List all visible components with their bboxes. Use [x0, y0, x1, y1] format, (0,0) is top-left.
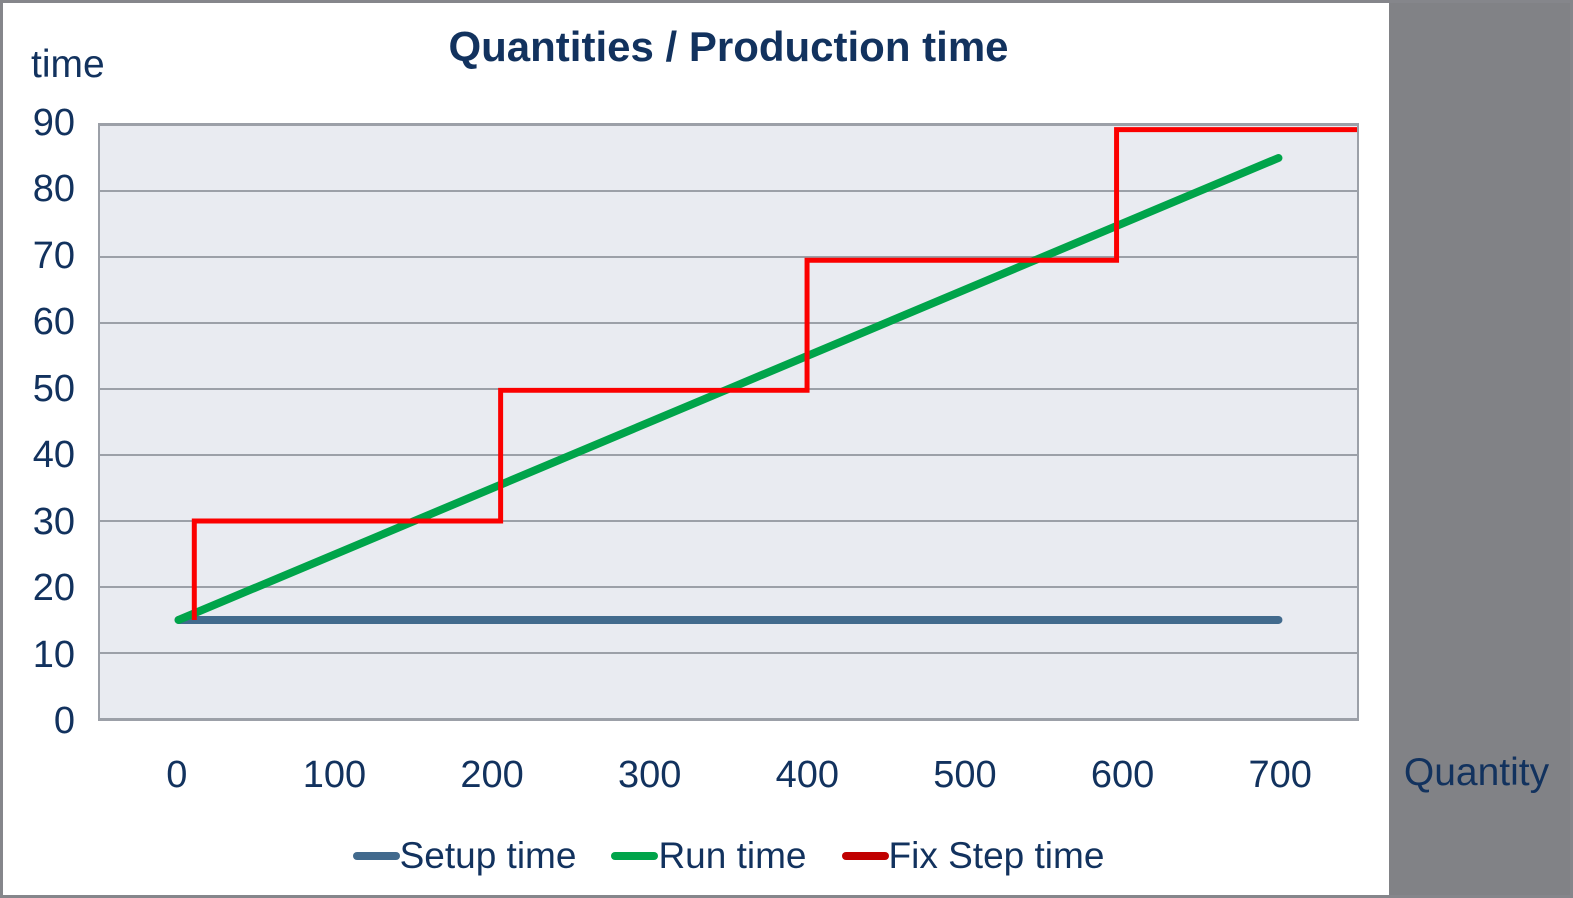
- x-tick-label-300: 300: [617, 754, 682, 796]
- x-tick-label-0: 0: [166, 754, 188, 796]
- legend-item-fix-step-time: Fix Step time: [841, 835, 1105, 877]
- plot-area: [98, 123, 1359, 721]
- y-tick-label-10: 10: [32, 633, 75, 676]
- legend-label: Setup time: [399, 835, 577, 876]
- legend-swatch-icon: [841, 852, 889, 860]
- y-tick-label-30: 30: [32, 500, 75, 543]
- y-tick-label-70: 70: [32, 234, 75, 277]
- y-tick-label-40: 40: [32, 434, 75, 477]
- x-tick-label-400: 400: [775, 754, 840, 796]
- y-axis-title: time: [31, 43, 105, 86]
- gray-side-panel: [1389, 3, 1570, 895]
- x-tick-label-200: 200: [460, 754, 524, 796]
- legend-item-run-time: Run time: [611, 835, 807, 877]
- x-tick-label-100: 100: [302, 754, 367, 796]
- chart-legend: Setup time Run time Fix Step time: [98, 835, 1359, 877]
- y-tick-label-60: 60: [32, 301, 75, 344]
- legend-label: Run time: [658, 835, 807, 876]
- y-tick-label-50: 50: [32, 367, 75, 410]
- y-tick-label-20: 20: [32, 567, 75, 610]
- legend-swatch-icon: [352, 852, 400, 860]
- x-tick-label-700: 700: [1248, 754, 1312, 796]
- chart-plot-svg: [100, 125, 1357, 719]
- legend-item-setup-time: Setup time: [352, 835, 577, 877]
- x-axis-title: Quantity: [1403, 751, 1550, 794]
- x-tick-label-500: 500: [933, 754, 997, 796]
- legend-swatch-icon: [611, 852, 659, 860]
- chart-title: Quantities / Production time: [448, 23, 1009, 70]
- y-tick-label-0: 0: [53, 700, 75, 742]
- x-tick-label-600: 600: [1090, 754, 1155, 796]
- y-tick-label-80: 80: [32, 168, 75, 211]
- y-tick-label-90: 90: [32, 102, 75, 144]
- legend-label: Fix Step time: [888, 835, 1105, 876]
- series-line-fix-step-time: [191, 127, 1357, 620]
